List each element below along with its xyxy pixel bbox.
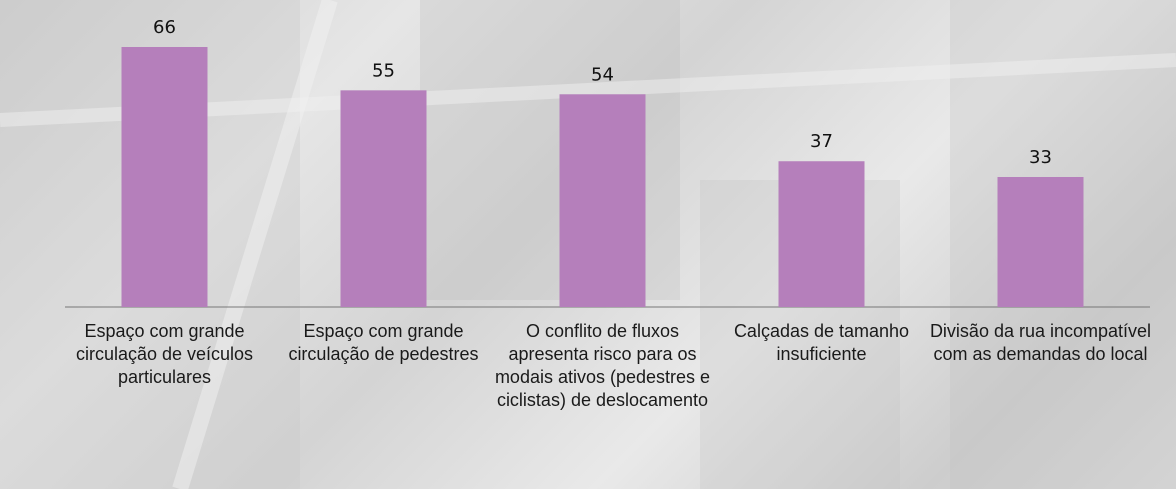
value-label: 37 bbox=[810, 131, 833, 152]
value-label: 33 bbox=[1029, 147, 1052, 168]
category-label: O conflito de fluxos apresenta risco par… bbox=[494, 321, 711, 410]
category-label: Calçadas de tamanho insuficiente bbox=[733, 321, 910, 364]
bar bbox=[121, 47, 208, 307]
value-label: 55 bbox=[372, 60, 395, 81]
bar bbox=[340, 90, 427, 307]
value-label: 66 bbox=[153, 17, 176, 38]
category-label: Espaço com grande circulação de pedestre… bbox=[288, 321, 479, 364]
bar bbox=[559, 94, 646, 307]
value-label: 54 bbox=[591, 64, 614, 85]
bar bbox=[997, 177, 1084, 307]
bar bbox=[778, 161, 865, 307]
category-label: Espaço com grande circulação de veículos… bbox=[75, 321, 254, 387]
category-label: Divisão da rua incompatível com as deman… bbox=[929, 321, 1152, 364]
